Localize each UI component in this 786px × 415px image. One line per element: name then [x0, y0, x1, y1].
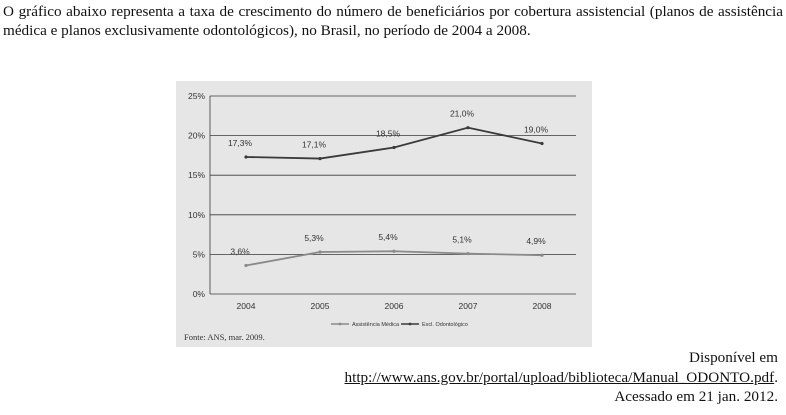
- data-label-medica: 5,3%: [304, 233, 324, 243]
- data-point-medica: [244, 263, 248, 268]
- citation-available-at: Disponível em: [688, 349, 778, 366]
- y-tick-label: 0%: [193, 289, 206, 299]
- legend-marker-medica: [338, 322, 342, 326]
- citation-url-line: http://www.ans.gov.br/portal/upload/bibl…: [345, 368, 778, 388]
- data-label-odonto: 19,0%: [524, 125, 549, 135]
- y-tick-label: 20%: [188, 131, 205, 141]
- y-tick-label: 15%: [188, 170, 205, 180]
- data-label-medica: 4,9%: [526, 236, 546, 246]
- data-point-odonto: [244, 155, 248, 159]
- x-tick-label: 2005: [311, 301, 330, 311]
- data-label-odonto: 17,1%: [302, 140, 327, 150]
- x-tick-label: 2006: [385, 301, 404, 311]
- x-tick-label: 2004: [237, 301, 256, 311]
- data-point-odonto: [318, 156, 322, 161]
- data-label-odonto: 18,5%: [376, 128, 401, 138]
- legend-label-medica: Assistência Médica: [352, 322, 400, 328]
- data-point-medica: [466, 252, 470, 256]
- intro-paragraph: O gráfico abaixo representa a taxa de cr…: [3, 3, 783, 39]
- citation-accessed: Acessado em 21 jan. 2012.: [614, 388, 778, 405]
- line-chart: 0% 5% 10% 15% 20% 25% 2004 2005 2006 2007 2008 3,6%…: [188, 91, 576, 328]
- data-label-medica: 3,6%: [230, 246, 250, 256]
- y-tick-label: 10%: [188, 210, 205, 220]
- data-point-medica: [392, 249, 396, 253]
- source-note: Fonte: ANS, mar. 2009.: [184, 332, 265, 342]
- data-label-odonto: 21,0%: [450, 109, 475, 119]
- chart-figure: 0% 5% 10% 15% 20% 25% 2004 2005 2006 2007 2008 3,6%…: [176, 81, 592, 347]
- data-label-medica: 5,4%: [378, 232, 398, 242]
- legend-label-odonto: Excl. Odontológico: [422, 322, 468, 328]
- citation-url-suffix: .: [774, 368, 778, 386]
- data-point-odonto: [540, 141, 544, 146]
- data-point-odonto: [392, 145, 396, 150]
- data-label-medica: 5,1%: [452, 235, 472, 245]
- x-tick-label: 2007: [459, 301, 478, 311]
- data-label-odonto: 17,3%: [228, 138, 253, 148]
- x-tick-label: 2008: [533, 301, 552, 311]
- citation-url-link[interactable]: http://www.ans.gov.br/portal/upload/bibl…: [344, 368, 775, 386]
- data-point-medica: [540, 253, 544, 257]
- data-point-medica: [318, 250, 322, 254]
- series-line-medica: [245, 250, 543, 267]
- citation-block: Disponível em http://www.ans.gov.br/port…: [345, 348, 778, 407]
- y-tick-label: 25%: [188, 91, 205, 101]
- legend-marker-odonto: [408, 322, 412, 326]
- y-tick-label: 5%: [193, 249, 206, 259]
- data-point-odonto: [466, 126, 470, 130]
